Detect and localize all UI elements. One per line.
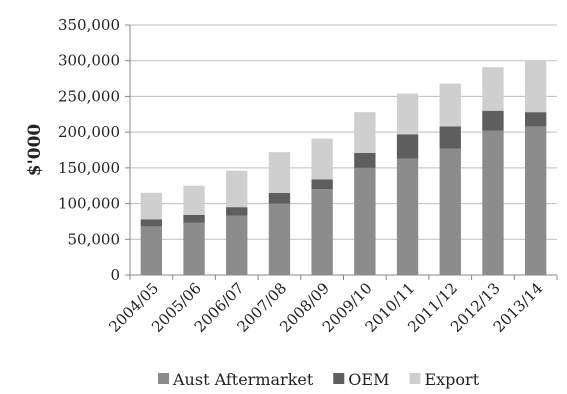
bar-segment-aust-aftermarket <box>439 148 461 275</box>
y-tick-label: 250,000 <box>58 87 120 105</box>
legend-label: OEM <box>348 370 389 389</box>
x-tick-labels: 2004/052005/062006/072007/082008/092009/… <box>105 275 558 336</box>
y-tick-label: 150,000 <box>58 159 120 177</box>
bar-segment-oem <box>226 207 248 216</box>
bar-segment-export <box>183 185 205 215</box>
y-tick-labels: 0 50,000 100,000 150,000 200,000 250,000 300,0… <box>58 16 130 284</box>
y-tick-label: 350,000 <box>58 16 120 34</box>
legend-label: Aust Aftermarket <box>172 370 314 389</box>
bar-segment-export <box>524 60 547 113</box>
bar-segment-export <box>311 138 333 180</box>
bar-segment-aust-aftermarket <box>268 203 291 275</box>
legend-swatch <box>333 373 345 384</box>
y-tick-label: 100,000 <box>58 195 120 213</box>
y-tick-label: 300,000 <box>58 52 120 70</box>
bar-segment-export <box>439 83 461 127</box>
bar-segment-oem <box>140 219 163 227</box>
legend-label: Export <box>424 370 479 389</box>
legend: Aust Aftermarket OEM Export <box>158 370 480 389</box>
bar-segment-aust-aftermarket <box>396 158 419 275</box>
y-tick-label: 0 <box>110 266 120 284</box>
bar-segment-aust-aftermarket <box>354 167 376 275</box>
bar-segment-aust-aftermarket <box>311 189 333 275</box>
bar-segment-aust-aftermarket <box>482 130 504 275</box>
bar-segment-export <box>140 192 163 220</box>
bar-segment-export <box>354 112 376 153</box>
bar-segment-oem <box>183 215 205 223</box>
y-axis-title: $'000 <box>25 124 45 177</box>
bar-segment-oem <box>268 192 291 204</box>
bars <box>140 60 547 275</box>
bar-segment-export <box>396 93 419 135</box>
bar-segment-aust-aftermarket <box>524 126 547 275</box>
bar-segment-aust-aftermarket <box>226 215 248 275</box>
y-tick-label: 200,000 <box>58 123 120 141</box>
legend-swatch <box>409 373 421 384</box>
y-tick-label: 50,000 <box>68 230 121 248</box>
bar-segment-oem <box>354 152 376 168</box>
legend-swatch <box>158 373 169 384</box>
bar-segment-oem <box>439 126 461 149</box>
bar-segment-aust-aftermarket <box>140 226 163 275</box>
bar-segment-oem <box>524 112 547 127</box>
bar-segment-oem <box>311 179 333 190</box>
bar-segment-export <box>268 152 291 193</box>
bar-segment-oem <box>482 110 504 131</box>
bar-segment-oem <box>396 134 419 159</box>
bar-segment-aust-aftermarket <box>183 222 205 275</box>
bar-segment-export <box>482 67 504 111</box>
bar-segment-export <box>226 170 248 208</box>
